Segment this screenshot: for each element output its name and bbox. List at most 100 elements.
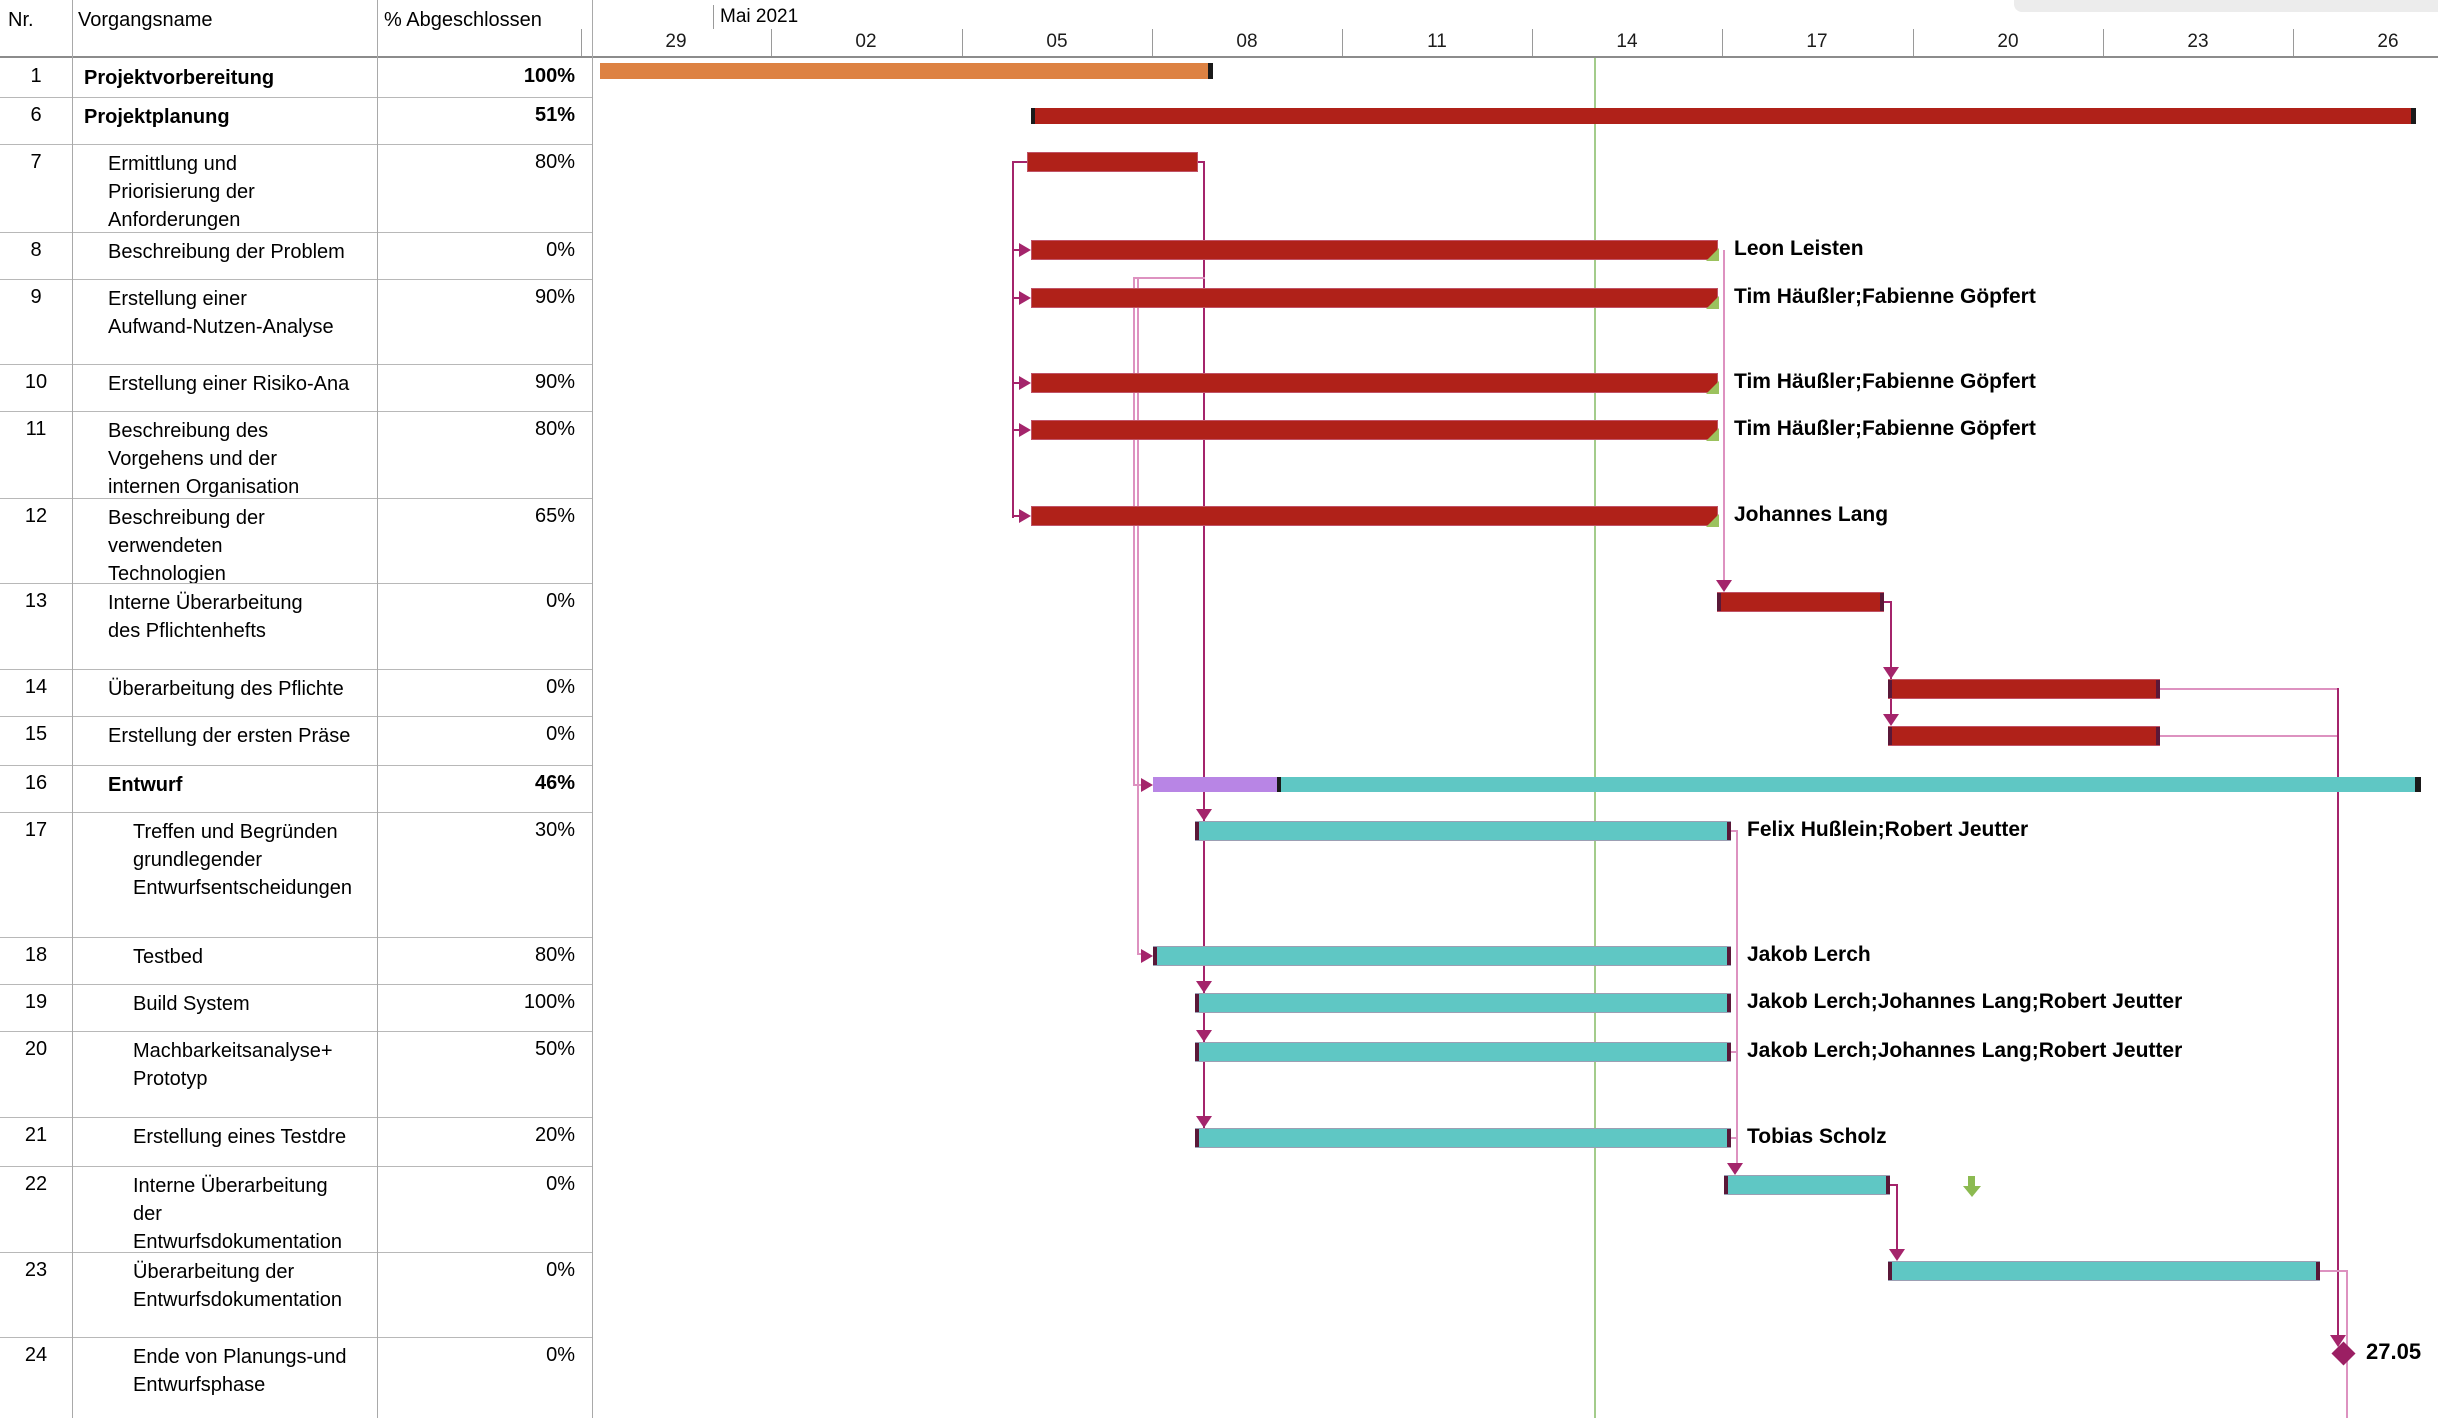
- dependency-arrow-icon: [1196, 981, 1212, 993]
- task-name-cell[interactable]: Machbarkeitsanalyse+ Prototyp: [133, 1040, 333, 1090]
- gantt-bar-task[interactable]: [1031, 240, 1718, 260]
- task-pct-cell[interactable]: 90%: [534, 286, 575, 308]
- gantt-bar-summary[interactable]: [1031, 108, 2416, 124]
- resource-label: Jakob Lerch;Johannes Lang;Robert Jeutter: [1747, 1039, 2183, 1062]
- task-name-cell[interactable]: Projektplanung: [84, 106, 230, 128]
- task-row-number[interactable]: 20: [24, 1038, 48, 1060]
- task-name-cell[interactable]: Erstellung der ersten Präse: [108, 725, 351, 747]
- task-pct-cell[interactable]: 0%: [546, 1259, 575, 1281]
- gantt-bar-task[interactable]: [1195, 1042, 1731, 1062]
- gantt-bar-task[interactable]: [1195, 821, 1731, 841]
- bar-end-cap: [1717, 593, 1721, 611]
- table-row-separator: [0, 812, 593, 813]
- table-row-separator: [0, 1337, 593, 1338]
- task-row-number[interactable]: 11: [25, 418, 47, 440]
- task-pct-cell[interactable]: 0%: [546, 1173, 575, 1195]
- gantt-bar-task[interactable]: [1717, 592, 1884, 612]
- table-row-separator: [0, 411, 593, 412]
- task-pct-cell[interactable]: 0%: [546, 590, 575, 612]
- gantt-bar-task[interactable]: [1031, 373, 1718, 393]
- task-pct-cell[interactable]: 100%: [523, 991, 575, 1013]
- gantt-bar-task[interactable]: [1195, 1128, 1731, 1148]
- dependency-link-line: [1012, 161, 1027, 163]
- dependency-link-line: [1198, 161, 1205, 163]
- task-row-number[interactable]: 6: [30, 104, 42, 126]
- task-pct-cell[interactable]: 46%: [534, 772, 575, 794]
- gantt-bar-summary[interactable]: [600, 63, 1213, 79]
- task-pct-cell[interactable]: 100%: [523, 65, 575, 87]
- task-name-cell[interactable]: Interne Überarbeitung der Entwurfsdokume…: [133, 1175, 343, 1252]
- task-row-number[interactable]: 13: [24, 590, 48, 612]
- gantt-bar-task[interactable]: [1888, 1261, 2320, 1281]
- task-row-number[interactable]: 18: [24, 944, 48, 966]
- task-name-cell[interactable]: Erstellung einer Risiko-Ana: [108, 373, 350, 395]
- task-row-number[interactable]: 17: [24, 819, 48, 841]
- table-row-separator: [0, 937, 593, 938]
- task-row-number[interactable]: 10: [24, 371, 48, 393]
- task-name-cell[interactable]: Ende von Planungs-und Entwurfsphase: [133, 1346, 347, 1396]
- column-header-nr[interactable]: Nr.: [8, 9, 34, 31]
- dependency-arrow-icon: [1019, 376, 1031, 390]
- task-row-number[interactable]: 8: [30, 239, 42, 261]
- task-row-number[interactable]: 23: [24, 1259, 48, 1281]
- bar-end-cap: [1888, 680, 1892, 698]
- gantt-bar-task[interactable]: [1153, 946, 1731, 966]
- task-pct-cell[interactable]: 20%: [534, 1124, 575, 1146]
- column-header-pct[interactable]: % Abgeschlossen: [384, 9, 542, 31]
- task-row-number[interactable]: 21: [24, 1124, 48, 1146]
- task-pct-cell[interactable]: 30%: [534, 819, 575, 841]
- gantt-bar-task[interactable]: [1031, 506, 1718, 526]
- gantt-bar-task[interactable]: [1031, 420, 1718, 440]
- task-name-cell[interactable]: Treffen und Begründen grundlegender Entw…: [133, 821, 353, 899]
- task-pct-cell[interactable]: 50%: [534, 1038, 575, 1060]
- task-name-cell[interactable]: Ermittlung und Priorisierung der Anforde…: [108, 153, 255, 231]
- timescale-tick: [1722, 29, 1723, 56]
- gantt-bar-task[interactable]: [1195, 993, 1731, 1013]
- task-pct-cell[interactable]: 90%: [534, 371, 575, 393]
- gantt-bar-task[interactable]: [1724, 1175, 1890, 1195]
- task-pct-cell[interactable]: 80%: [534, 418, 575, 440]
- task-name-cell[interactable]: Erstellung einer Aufwand-Nutzen-Analyse: [108, 288, 334, 338]
- column-header-name[interactable]: Vorgangsname: [78, 9, 213, 31]
- gantt-bar-task[interactable]: [1031, 288, 1718, 308]
- task-row-number[interactable]: 7: [30, 151, 42, 173]
- task-pct-cell[interactable]: 0%: [546, 676, 575, 698]
- task-row-number[interactable]: 22: [24, 1173, 48, 1195]
- task-pct-cell[interactable]: 0%: [546, 1344, 575, 1366]
- task-pct-cell[interactable]: 0%: [546, 723, 575, 745]
- task-row-number[interactable]: 14: [24, 676, 48, 698]
- task-pct-cell[interactable]: 65%: [534, 505, 575, 527]
- gantt-bar-task[interactable]: [1027, 152, 1198, 172]
- gantt-bar-task[interactable]: [1888, 726, 2160, 746]
- task-name-cell[interactable]: Überarbeitung des Pflichte: [108, 678, 344, 700]
- gantt-bar-summary[interactable]: [1153, 777, 2421, 792]
- task-name-cell[interactable]: Überarbeitung der Entwurfsdokumentation: [133, 1261, 343, 1311]
- task-pct-cell[interactable]: 51%: [534, 104, 575, 126]
- task-name-cell[interactable]: Testbed: [133, 946, 204, 968]
- task-name-cell[interactable]: Erstellung eines Testdre: [133, 1126, 347, 1148]
- table-row-separator: [0, 583, 593, 584]
- task-row-number[interactable]: 15: [24, 723, 48, 745]
- dependency-link-line: [1012, 297, 1020, 299]
- task-row-number[interactable]: 9: [30, 286, 42, 308]
- table-row-separator: [0, 144, 593, 145]
- dependency-link-line: [1731, 1051, 1737, 1053]
- task-name-cell[interactable]: Beschreibung der Problem: [108, 241, 345, 263]
- dependency-link-line: [1731, 1137, 1737, 1139]
- gantt-bar-task[interactable]: [1888, 679, 2160, 699]
- task-name-cell[interactable]: Entwurf: [108, 774, 183, 796]
- task-pct-cell[interactable]: 80%: [534, 151, 575, 173]
- task-name-cell[interactable]: Beschreibung der verwendeten Technologie…: [108, 507, 265, 583]
- task-pct-cell[interactable]: 0%: [546, 239, 575, 261]
- task-pct-cell[interactable]: 80%: [534, 944, 575, 966]
- task-name-cell[interactable]: Interne Überarbeitung des Pflichtenhefts: [108, 592, 303, 642]
- task-row-number[interactable]: 19: [24, 991, 48, 1013]
- task-name-cell[interactable]: Build System: [133, 993, 250, 1015]
- task-name-cell[interactable]: Beschreibung des Vorgehens und der inter…: [108, 420, 300, 498]
- task-row-number[interactable]: 1: [30, 65, 42, 87]
- resource-label: Felix Hußlein;Robert Jeutter: [1747, 818, 2029, 841]
- task-row-number[interactable]: 24: [24, 1344, 48, 1366]
- task-name-cell[interactable]: Projektvorbereitung: [84, 67, 275, 89]
- task-row-number[interactable]: 16: [24, 772, 48, 794]
- task-row-number[interactable]: 12: [24, 505, 48, 527]
